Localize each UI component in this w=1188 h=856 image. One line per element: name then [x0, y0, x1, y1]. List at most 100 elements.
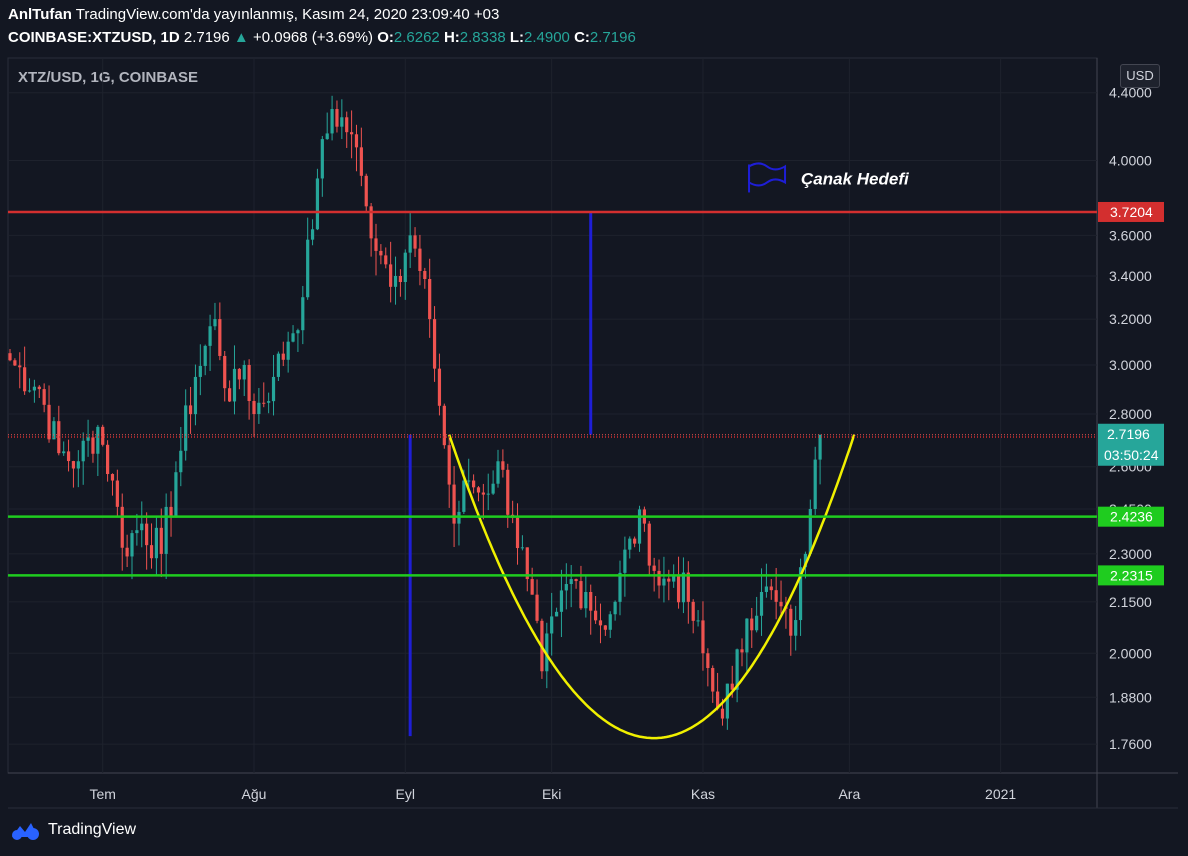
- candle: [642, 506, 646, 532]
- candle: [403, 249, 407, 300]
- candle: [120, 493, 124, 571]
- candle-body: [667, 578, 671, 582]
- candle: [413, 227, 417, 258]
- candle-body: [47, 404, 51, 440]
- candle: [701, 601, 705, 671]
- candle-body: [618, 572, 622, 602]
- candle-body: [403, 252, 407, 283]
- candle: [91, 430, 95, 463]
- candle: [145, 512, 149, 570]
- candle: [198, 344, 202, 396]
- candle-body: [730, 683, 734, 690]
- candle: [8, 349, 12, 362]
- candle: [135, 513, 139, 546]
- candle-body: [720, 708, 725, 719]
- candle-body: [106, 444, 110, 475]
- author-name: AnlTufan: [8, 6, 72, 23]
- candle: [608, 611, 612, 638]
- candle-body: [296, 330, 300, 334]
- candle-body: [169, 506, 173, 516]
- candle: [779, 580, 783, 617]
- candle-body: [657, 570, 661, 586]
- candle-body: [447, 445, 451, 485]
- candle: [320, 135, 324, 197]
- candle: [501, 449, 505, 478]
- candle-body: [545, 633, 549, 672]
- candle-body: [725, 683, 729, 719]
- candle-body: [379, 250, 383, 256]
- candle-body: [686, 572, 690, 602]
- candle-body: [759, 591, 764, 616]
- candle: [76, 450, 80, 488]
- footer-brand: TradingView: [48, 821, 137, 838]
- candle-body: [208, 326, 212, 346]
- tradingview-cloud-icon: [12, 823, 39, 840]
- candle-body: [228, 388, 232, 402]
- candle: [535, 579, 539, 624]
- candle-body: [676, 575, 681, 603]
- candle: [418, 234, 422, 286]
- candle-body: [476, 487, 481, 493]
- candle-body: [369, 206, 373, 239]
- last-price-label-bg: [1098, 423, 1164, 466]
- currency-button[interactable]: USD: [1120, 64, 1160, 88]
- candle-body: [779, 601, 783, 607]
- candle: [379, 244, 383, 265]
- candle: [354, 124, 359, 172]
- y-tick-label: 4.4000: [1109, 85, 1152, 101]
- candle-body: [672, 575, 676, 582]
- candle-body: [71, 461, 76, 469]
- candle: [423, 267, 427, 289]
- candle-body: [798, 567, 803, 621]
- candle: [257, 388, 261, 424]
- y-tick-label: 2.8000: [1109, 406, 1152, 422]
- y-tick-label: 3.4000: [1109, 268, 1152, 284]
- candle-body: [608, 614, 612, 630]
- candle-body: [584, 591, 588, 609]
- candle: [154, 515, 158, 576]
- y-tick-label: 1.7600: [1109, 736, 1152, 752]
- candle: [393, 256, 398, 305]
- level-label-bg: [1098, 565, 1164, 586]
- candle-body: [535, 594, 539, 621]
- candle: [262, 382, 266, 408]
- candle-body: [237, 368, 241, 380]
- candle: [725, 683, 729, 730]
- y-tick-label: 3.2000: [1109, 311, 1152, 327]
- candle: [96, 424, 100, 477]
- candle: [598, 603, 603, 644]
- candle: [27, 378, 32, 393]
- candle: [213, 302, 217, 331]
- candle-body: [808, 508, 812, 554]
- candle-body: [179, 450, 183, 473]
- candle: [125, 534, 129, 568]
- candle: [193, 364, 198, 426]
- candle-body: [203, 345, 207, 366]
- candle: [301, 285, 305, 345]
- symbol-label: COINBASE:XTZUSD, 1D: [8, 29, 180, 46]
- candle: [286, 331, 290, 373]
- candle-body: [257, 402, 261, 415]
- candle: [57, 405, 61, 456]
- candle-body: [306, 239, 310, 298]
- candle-body: [633, 538, 637, 544]
- y-tick-label: 1.8800: [1109, 689, 1152, 705]
- candle-body: [340, 117, 344, 127]
- cup-curve: [448, 434, 856, 740]
- candle-body: [330, 109, 334, 134]
- candle: [345, 111, 349, 148]
- candle-body: [301, 297, 305, 331]
- candle-body: [764, 586, 768, 592]
- candle: [188, 386, 193, 434]
- candle: [140, 501, 144, 548]
- candle: [174, 461, 178, 518]
- candle-body: [628, 538, 632, 550]
- candle: [203, 344, 207, 376]
- candle: [818, 434, 822, 485]
- candle: [159, 508, 163, 578]
- candle: [179, 426, 183, 487]
- candle: [564, 563, 568, 610]
- candle-body: [530, 579, 534, 595]
- y-tick-label: 2.1500: [1109, 594, 1152, 610]
